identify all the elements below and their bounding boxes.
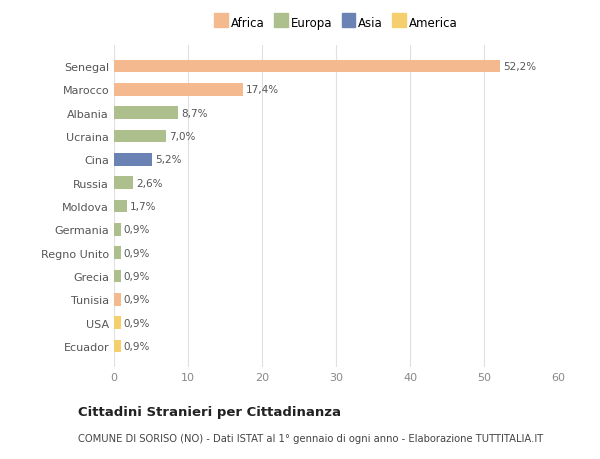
Text: 5,2%: 5,2% <box>155 155 182 165</box>
Bar <box>114 270 121 283</box>
Bar <box>114 154 152 167</box>
Bar <box>114 224 121 236</box>
Text: 52,2%: 52,2% <box>503 62 536 72</box>
Bar <box>114 293 121 306</box>
Text: 7,0%: 7,0% <box>169 132 195 142</box>
Legend: Africa, Europa, Asia, America: Africa, Europa, Asia, America <box>211 13 461 33</box>
Bar <box>114 84 243 96</box>
Text: 8,7%: 8,7% <box>181 108 208 118</box>
Bar <box>114 107 178 120</box>
Bar <box>114 246 121 259</box>
Bar <box>114 177 133 190</box>
Text: 0,9%: 0,9% <box>124 318 150 328</box>
Bar <box>114 317 121 329</box>
Bar <box>114 130 166 143</box>
Text: 1,7%: 1,7% <box>130 202 156 212</box>
Text: 0,9%: 0,9% <box>124 341 150 351</box>
Bar <box>114 61 500 73</box>
Text: 17,4%: 17,4% <box>246 85 279 95</box>
Bar <box>114 200 127 213</box>
Text: 0,9%: 0,9% <box>124 271 150 281</box>
Text: COMUNE DI SORISO (NO) - Dati ISTAT al 1° gennaio di ogni anno - Elaborazione TUT: COMUNE DI SORISO (NO) - Dati ISTAT al 1°… <box>78 433 543 442</box>
Text: Cittadini Stranieri per Cittadinanza: Cittadini Stranieri per Cittadinanza <box>78 405 341 419</box>
Text: 0,9%: 0,9% <box>124 225 150 235</box>
Text: 0,9%: 0,9% <box>124 248 150 258</box>
Bar <box>114 340 121 353</box>
Text: 0,9%: 0,9% <box>124 295 150 305</box>
Text: 2,6%: 2,6% <box>136 178 163 188</box>
